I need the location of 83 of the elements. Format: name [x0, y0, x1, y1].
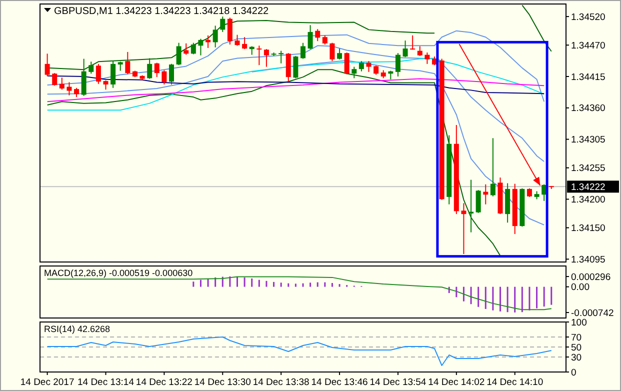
- x-tick-label: 14 Dec 13:38: [252, 377, 310, 388]
- candlestick: [198, 38, 204, 56]
- x-tick-label: 14 Dec 13:54: [370, 377, 426, 388]
- candlestick: [44, 53, 50, 76]
- x-tick-label: 14 Dec 13:30: [194, 377, 251, 388]
- chart-title: MACD(12,26,9) -0.000519 -0.000630: [44, 268, 193, 278]
- candlestick: [264, 48, 269, 68]
- y-tick-label: 0.000296: [571, 272, 611, 283]
- line-series: [46, 336, 552, 366]
- chart-title: RSI(14) 42.6268: [44, 324, 110, 334]
- candlestick: [184, 42, 189, 56]
- y-tick-label: 1.34360: [571, 103, 606, 114]
- chart-title: GBPUSD,M1 1.34223 1.34223 1.34218 1.34222: [54, 6, 270, 17]
- candlestick: [169, 63, 174, 85]
- candlestick: [52, 72, 58, 86]
- candlestick: [315, 28, 320, 42]
- candlestick: [96, 63, 101, 84]
- y-tick-label: 1.34305: [571, 134, 606, 146]
- y-tick-label: -0.000742: [571, 308, 614, 319]
- candlestick: [147, 58, 152, 80]
- ref-line-label: 1.34222: [571, 182, 606, 193]
- candlestick: [176, 42, 182, 66]
- candlestick: [366, 60, 372, 72]
- line-series: [46, 276, 552, 310]
- candlestick: [162, 70, 167, 85]
- candlestick: [424, 52, 430, 64]
- candlestick: [461, 202, 466, 255]
- y-tick-label: 0.00: [571, 282, 590, 294]
- y-tick-label: 50: [571, 342, 582, 354]
- candlestick: [118, 61, 123, 72]
- x-tick-label: 14 Dec 14:02: [428, 377, 485, 388]
- y-tick-label: 1.34150: [571, 223, 606, 234]
- candlestick: [308, 24, 313, 50]
- y-tick-label: 100: [571, 317, 587, 328]
- candlestick: [352, 66, 357, 79]
- candlestick: [154, 62, 160, 78]
- x-tick-label: 14 Dec 14:10: [486, 377, 544, 388]
- candlestick: [490, 138, 496, 197]
- candlestick: [410, 34, 416, 50]
- candlestick: [402, 40, 408, 58]
- candlestick: [293, 55, 298, 79]
- candlestick: [256, 45, 262, 66]
- candlestick: [103, 80, 108, 90]
- y-tick-label: 1.34200: [571, 194, 606, 206]
- x-tick-label: 14 Dec 2017: [20, 377, 74, 388]
- candlestick: [395, 52, 400, 77]
- candlestick: [234, 34, 240, 46]
- candlestick: [476, 190, 481, 214]
- candlestick: [66, 82, 72, 96]
- candlestick: [330, 42, 335, 62]
- candlestick: [110, 60, 116, 88]
- candlestick: [125, 51, 130, 75]
- candlestick: [300, 42, 306, 60]
- x-tick-label: 14 Dec 13:22: [136, 377, 192, 388]
- y-tick-label: 1.34470: [571, 40, 606, 52]
- candlestick: [344, 52, 350, 75]
- candlestick: [220, 16, 226, 32]
- line-series: [46, 69, 501, 256]
- y-tick-label: 1.34415: [571, 72, 606, 83]
- candlestick: [74, 87, 80, 98]
- y-tick-label: 1.34095: [571, 254, 606, 266]
- candlestick: [190, 42, 196, 55]
- candlestick: [358, 60, 364, 72]
- candlestick: [81, 58, 86, 96]
- y-tick-label: 30: [571, 352, 582, 364]
- y-tick-label: 1.34520: [571, 12, 606, 23]
- candlestick: [337, 48, 342, 60]
- x-tick-label: 14 Dec 13:14: [77, 377, 134, 388]
- candlestick: [417, 46, 422, 56]
- candlestick: [88, 61, 94, 74]
- candlestick: [374, 65, 379, 76]
- candlestick: [227, 17, 232, 46]
- x-tick-label: 14 Dec 13:46: [311, 377, 368, 388]
- y-tick-label: 70: [571, 332, 582, 344]
- line-series: [46, 30, 545, 102]
- candlestick: [322, 34, 328, 46]
- y-tick-label: 0: [571, 367, 576, 378]
- y-tick-label: 1.34255: [571, 163, 606, 174]
- line-series: [46, 78, 545, 102]
- candlestick: [59, 77, 64, 90]
- candlestick: [242, 36, 248, 50]
- candlestick: [212, 25, 218, 48]
- candlestick: [286, 52, 291, 82]
